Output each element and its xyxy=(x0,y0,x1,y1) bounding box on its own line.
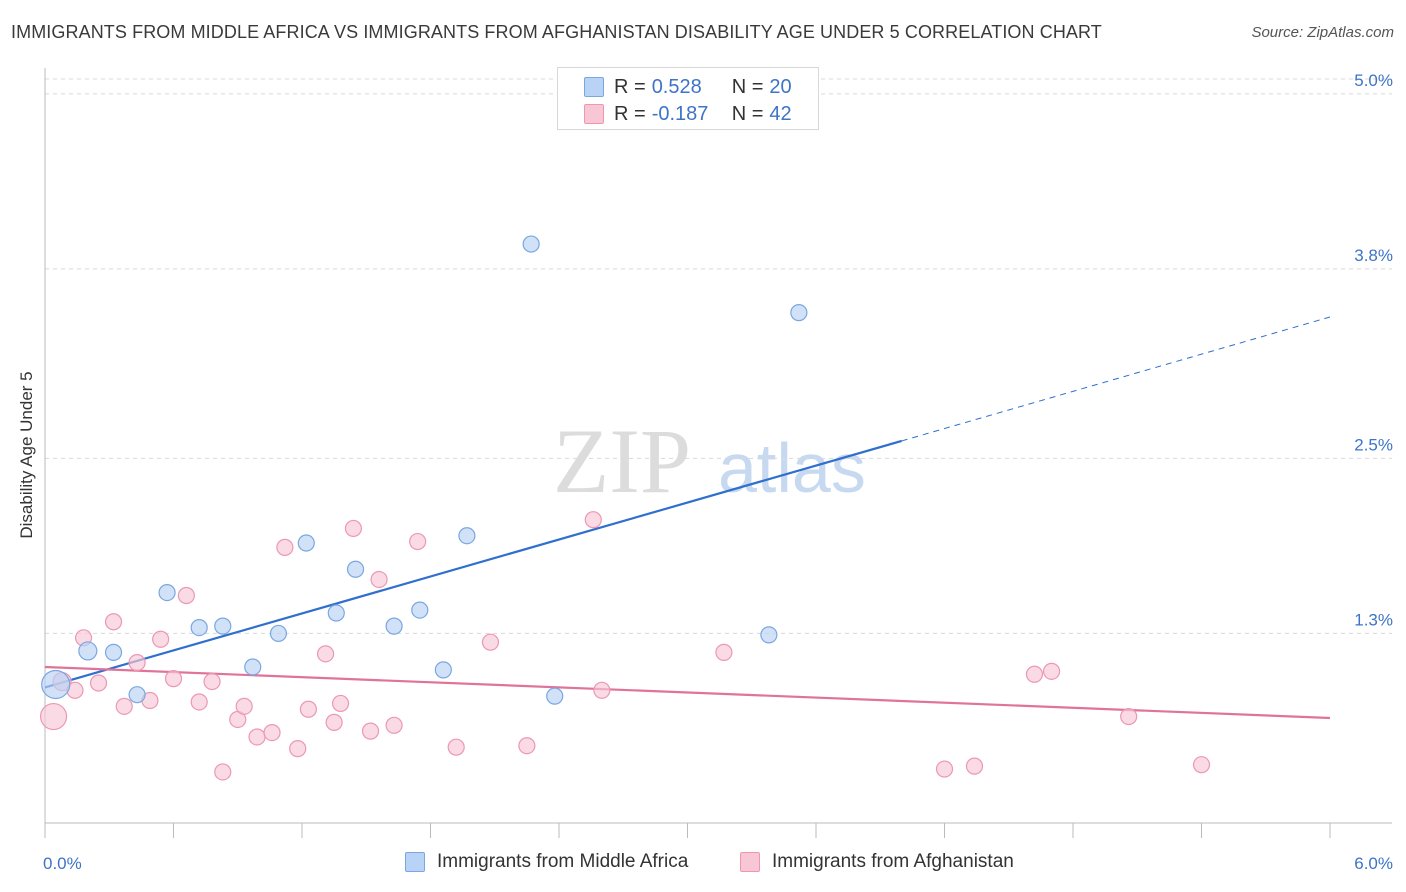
middle-africa-trend-line xyxy=(44,439,902,689)
y-tick-label: 3.8% xyxy=(1354,246,1393,265)
correlation-legend: R = 0.528 N = 20 R = -0.187 N = 42 xyxy=(557,67,819,130)
bottom-legend-afghanistan: Immigrants from Afghanistan xyxy=(740,851,1014,873)
afghanistan-point xyxy=(289,740,307,758)
bottom-legend-swatch-blue xyxy=(405,852,425,872)
middle-africa-trend-extension xyxy=(901,316,1331,442)
watermark-zip: ZIP xyxy=(553,410,691,512)
afghanistan-point xyxy=(1120,707,1138,726)
data-points xyxy=(39,235,1211,781)
afghanistan-point xyxy=(248,728,266,746)
afghanistan-point xyxy=(104,613,123,631)
afghanistan-point xyxy=(715,643,733,661)
middle-africa-point xyxy=(41,669,71,700)
y-tick-label: 5.0% xyxy=(1354,71,1393,90)
y-tick-label: 2.5% xyxy=(1354,435,1393,454)
afghanistan-point xyxy=(331,694,350,713)
middle-africa-point xyxy=(546,687,564,705)
afghanistan-point xyxy=(235,697,253,715)
legend-n-value: 20 xyxy=(769,75,792,98)
middle-africa-point xyxy=(214,617,232,635)
bottom-legend-swatch-pink xyxy=(740,852,760,872)
afghanistan-point xyxy=(385,716,403,734)
afghanistan-point xyxy=(1192,756,1211,774)
middle-africa-point xyxy=(327,604,345,622)
afghanistan-point xyxy=(935,760,954,778)
afghanistan-point xyxy=(361,722,380,740)
afghanistan-trend-line xyxy=(44,665,1331,720)
legend-swatch-blue xyxy=(584,77,604,97)
afghanistan-point xyxy=(965,757,984,775)
chart-title: IMMIGRANTS FROM MIDDLE AFRICA VS IMMIGRA… xyxy=(11,22,1102,42)
legend-row-middle-africa: R = 0.528 N = 20 xyxy=(584,75,792,99)
afghanistan-point xyxy=(593,681,611,699)
middle-africa-point xyxy=(790,304,808,322)
middle-africa-point xyxy=(158,583,176,602)
middle-africa-point xyxy=(297,534,315,552)
legend-r-label: R = xyxy=(614,75,646,98)
bottom-legend-middle-africa: Immigrants from Middle Africa xyxy=(405,851,688,873)
trend-lines xyxy=(44,316,1331,720)
afghanistan-point xyxy=(325,713,343,731)
afghanistan-point xyxy=(370,570,388,589)
afghanistan-point xyxy=(190,693,208,711)
watermark-atlas: atlas xyxy=(718,429,866,507)
middle-africa-point xyxy=(104,643,123,661)
middle-africa-point xyxy=(458,527,476,545)
middle-africa-point xyxy=(78,641,98,661)
bottom-legend-label: Immigrants from Middle Africa xyxy=(437,851,689,872)
middle-africa-point xyxy=(244,658,262,676)
afghanistan-point xyxy=(584,511,602,529)
middle-africa-point xyxy=(190,618,208,637)
afghanistan-point xyxy=(1025,665,1044,683)
bottom-legend-label: Immigrants from Afghanistan xyxy=(772,851,1014,872)
afghanistan-point xyxy=(214,763,232,781)
middle-africa-point xyxy=(434,661,452,679)
legend-swatch-pink xyxy=(584,104,604,124)
afghanistan-point xyxy=(481,633,500,651)
afghanistan-point xyxy=(115,697,133,715)
afghanistan-point xyxy=(203,672,221,691)
afghanistan-point xyxy=(276,538,294,556)
y-tick-label: 1.3% xyxy=(1354,610,1393,629)
middle-africa-point xyxy=(269,624,288,643)
afghanistan-point xyxy=(447,738,465,756)
legend-n-label: N = xyxy=(731,75,764,98)
legend-n-label: N = xyxy=(731,102,764,125)
afghanistan-point xyxy=(1042,662,1061,680)
tick-labels: 1.3% 2.5% 3.8% 5.0% 0.0% 6.0% xyxy=(43,71,1393,873)
y-axis-label: Disability Age Under 5 xyxy=(17,371,36,539)
source-credit: Source: ZipAtlas.com xyxy=(1251,24,1394,41)
middle-africa-point xyxy=(522,235,540,253)
middle-africa-point xyxy=(385,617,403,635)
x-tick-label: 6.0% xyxy=(1354,854,1393,873)
legend-r-value: 0.528 xyxy=(651,75,702,98)
middle-africa-point xyxy=(346,560,365,578)
afghanistan-point xyxy=(128,653,146,672)
afghanistan-point xyxy=(518,737,536,755)
legend-n-value: 42 xyxy=(769,102,792,125)
middle-africa-point xyxy=(411,601,429,619)
afghanistan-point xyxy=(409,532,427,551)
legend-row-afghanistan: R = -0.187 N = 42 xyxy=(584,102,792,126)
middle-africa-point xyxy=(128,686,146,704)
afghanistan-point xyxy=(299,700,318,718)
afghanistan-point xyxy=(152,630,170,648)
middle-africa-point xyxy=(760,626,778,644)
afghanistan-point xyxy=(316,645,335,663)
afghanistan-point xyxy=(164,670,183,688)
x-tick-label: 0.0% xyxy=(43,854,82,873)
axes xyxy=(44,68,1392,838)
legend-r-value: -0.187 xyxy=(651,102,709,125)
afghanistan-point xyxy=(39,702,68,731)
afghanistan-point xyxy=(89,674,108,692)
watermark: ZIP atlas xyxy=(553,410,866,512)
afghanistan-point xyxy=(177,586,195,605)
afghanistan-point xyxy=(344,519,362,538)
legend-r-label: R = xyxy=(614,102,646,125)
afghanistan-point xyxy=(263,723,281,742)
gridlines xyxy=(45,78,1392,634)
